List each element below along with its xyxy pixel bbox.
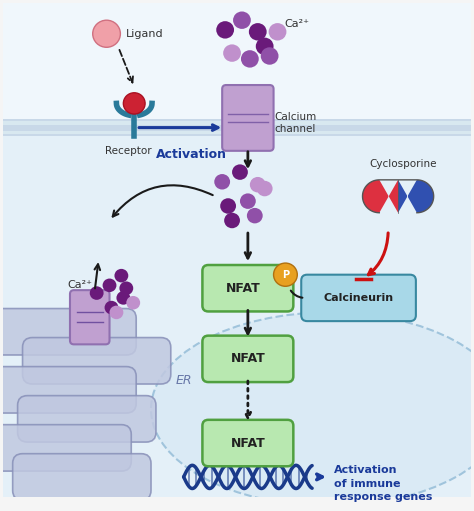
Bar xyxy=(3,3,471,127)
Bar xyxy=(3,121,471,125)
Text: NFAT: NFAT xyxy=(226,282,260,295)
Circle shape xyxy=(240,193,256,209)
Text: Calcineurin: Calcineurin xyxy=(323,293,393,303)
Circle shape xyxy=(250,177,265,193)
Circle shape xyxy=(109,306,123,319)
Text: Ca²⁺: Ca²⁺ xyxy=(284,19,310,29)
Text: Activation
of immune
response genes: Activation of immune response genes xyxy=(334,466,432,502)
Circle shape xyxy=(119,282,133,295)
Text: Activation: Activation xyxy=(155,148,227,161)
Text: P: P xyxy=(282,270,289,280)
Circle shape xyxy=(216,21,234,38)
Text: Cyclosporine: Cyclosporine xyxy=(369,159,437,169)
Text: NFAT: NFAT xyxy=(230,436,265,450)
Bar xyxy=(3,127,471,497)
FancyBboxPatch shape xyxy=(202,420,293,466)
Circle shape xyxy=(114,269,128,283)
Circle shape xyxy=(233,11,251,29)
Circle shape xyxy=(102,278,117,292)
Circle shape xyxy=(249,23,267,40)
Text: Ca²⁺: Ca²⁺ xyxy=(67,281,92,290)
Circle shape xyxy=(257,181,273,196)
Circle shape xyxy=(220,198,236,214)
Text: Ligand: Ligand xyxy=(126,29,164,39)
Text: ER: ER xyxy=(176,374,192,387)
Circle shape xyxy=(224,213,240,228)
Text: NFAT: NFAT xyxy=(230,353,265,365)
FancyBboxPatch shape xyxy=(301,275,416,321)
FancyBboxPatch shape xyxy=(70,290,109,344)
Circle shape xyxy=(269,23,286,40)
FancyBboxPatch shape xyxy=(23,338,171,384)
FancyBboxPatch shape xyxy=(0,366,136,413)
FancyBboxPatch shape xyxy=(202,265,293,311)
Bar xyxy=(3,119,471,136)
Circle shape xyxy=(247,208,263,223)
Circle shape xyxy=(123,93,145,114)
Circle shape xyxy=(223,44,241,62)
Circle shape xyxy=(117,291,130,305)
Circle shape xyxy=(105,301,118,314)
Polygon shape xyxy=(363,180,398,213)
FancyBboxPatch shape xyxy=(0,309,136,355)
Polygon shape xyxy=(398,180,434,213)
Circle shape xyxy=(241,50,259,67)
Circle shape xyxy=(261,48,279,65)
Text: Receptor: Receptor xyxy=(105,146,151,156)
FancyBboxPatch shape xyxy=(0,425,131,471)
FancyBboxPatch shape xyxy=(18,396,156,442)
Ellipse shape xyxy=(151,312,474,506)
Circle shape xyxy=(93,20,120,48)
Text: Calcium
channel: Calcium channel xyxy=(274,111,317,134)
Circle shape xyxy=(214,174,230,190)
Circle shape xyxy=(90,286,104,300)
Circle shape xyxy=(256,38,273,55)
FancyBboxPatch shape xyxy=(202,336,293,382)
Bar xyxy=(3,130,471,134)
FancyBboxPatch shape xyxy=(13,454,151,500)
Circle shape xyxy=(273,263,297,286)
Circle shape xyxy=(126,296,140,310)
FancyBboxPatch shape xyxy=(222,85,273,151)
Circle shape xyxy=(232,165,248,180)
